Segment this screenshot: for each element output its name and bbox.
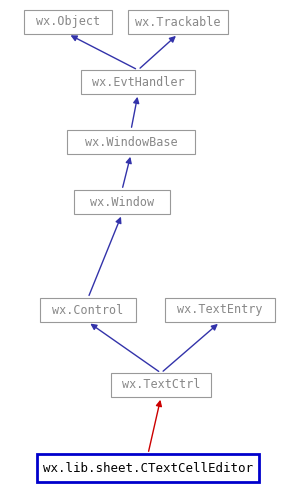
Bar [67,130,195,154]
Text: wx.lib.sheet.CTextCellEditor: wx.lib.sheet.CTextCellEditor [43,462,253,474]
Bar [128,10,228,34]
Bar [165,298,275,322]
Bar [24,10,112,34]
Text: wx.TextEntry: wx.TextEntry [177,303,263,317]
Text: wx.Object: wx.Object [36,16,100,29]
Text: wx.Control: wx.Control [52,303,124,317]
Text: wx.TextCtrl: wx.TextCtrl [122,379,200,392]
Bar [111,373,211,397]
Bar [74,190,170,214]
Text: wx.Window: wx.Window [90,196,154,209]
Bar [37,454,259,482]
Bar [40,298,136,322]
Text: wx.WindowBase: wx.WindowBase [85,136,177,149]
Bar [81,70,195,94]
Text: wx.Trackable: wx.Trackable [135,16,221,29]
Text: wx.EvtHandler: wx.EvtHandler [92,76,184,89]
